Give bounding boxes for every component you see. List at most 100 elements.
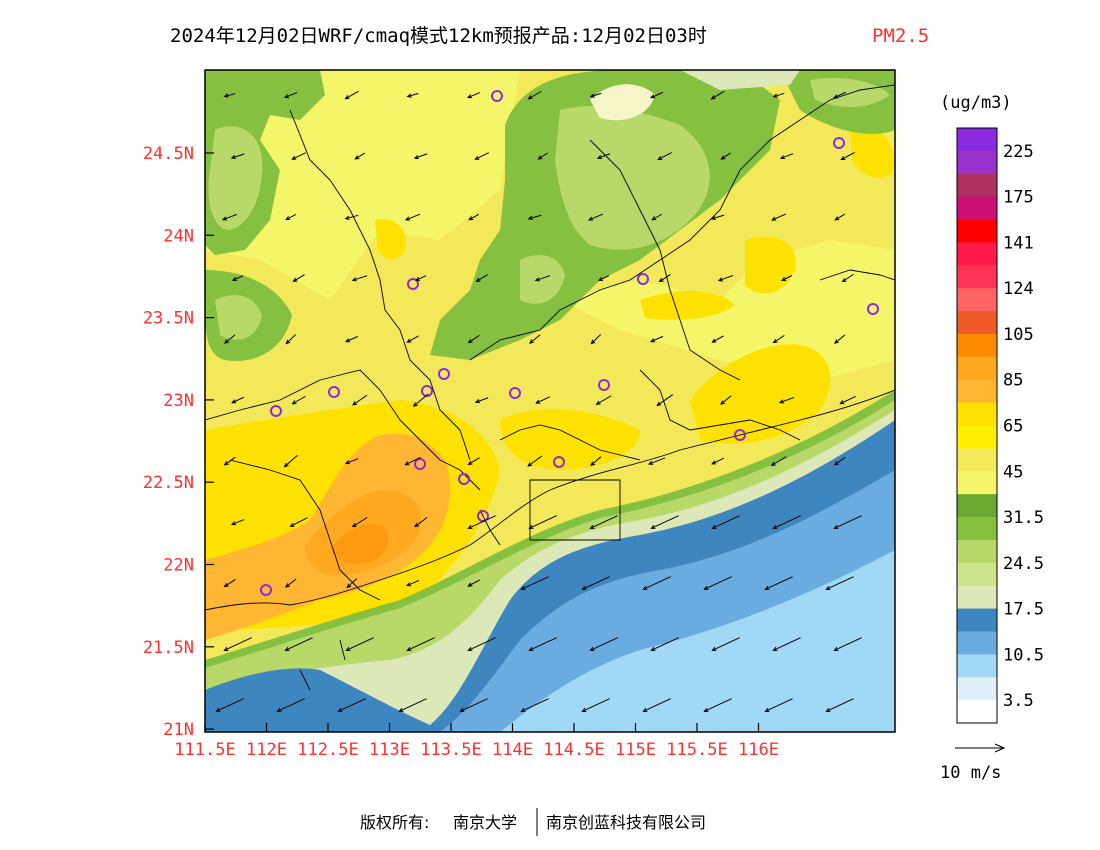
- station-marker: [421, 385, 433, 397]
- org-chuanglan: 南京创蓝科技有限公司: [546, 813, 706, 832]
- colorbar-label: 10.5: [1003, 645, 1044, 665]
- wind-arrow: [771, 213, 787, 221]
- y-tick-label: 24N: [163, 226, 194, 246]
- wind-arrow: [589, 515, 618, 529]
- colorbar-segment: [957, 471, 997, 495]
- wind-arrow: [589, 92, 602, 98]
- wind-arrow: [284, 637, 313, 651]
- wind-arrow: [772, 92, 785, 98]
- wind-vectors: [215, 90, 862, 712]
- wind-arrow: [398, 698, 427, 712]
- wind-arrow: [833, 515, 862, 529]
- wind-arrow: [527, 214, 542, 220]
- station-marker: [328, 386, 340, 398]
- wind-arrow: [283, 92, 298, 99]
- wind-arrow: [467, 515, 496, 529]
- colorbar-segment: [957, 196, 997, 221]
- wind-arrow: [414, 275, 427, 281]
- wind-arrow: [825, 576, 854, 590]
- wind-arrow: [717, 274, 734, 282]
- wind-arrow: [590, 334, 602, 345]
- wind-scale: 10 m/s: [940, 743, 1006, 783]
- wind-arrow: [779, 153, 794, 160]
- x-tick-label: 114.5E: [543, 740, 604, 760]
- wind-arrow: [834, 213, 845, 221]
- colorbar-segment: [957, 128, 997, 152]
- wind-arrow: [703, 576, 732, 590]
- wind-arrow: [224, 334, 236, 344]
- colorbar-segment: [957, 585, 997, 610]
- station-marker: [734, 429, 746, 441]
- wind-arrow: [720, 395, 732, 405]
- wind-arrow: [650, 91, 664, 99]
- colorbar-label: 124: [1003, 279, 1034, 299]
- x-tick-label: 115E: [615, 740, 656, 760]
- wind-arrow: [289, 517, 308, 527]
- wind-arrow: [344, 214, 359, 220]
- wind-arrow: [231, 275, 244, 281]
- colorbar-label: 3.5: [1003, 691, 1034, 711]
- wind-arrow: [406, 93, 419, 98]
- wind-arrow: [412, 393, 429, 407]
- wind-arrow: [535, 396, 551, 404]
- colorbar-segment: [957, 265, 997, 289]
- colorbar-label: 17.5: [1003, 600, 1044, 620]
- wind-arrow: [285, 334, 297, 345]
- wind-arrow: [354, 152, 365, 160]
- wind-arrow: [527, 455, 543, 467]
- colorbar-segment: [957, 631, 997, 655]
- wind-arrow: [772, 637, 801, 651]
- wind-arrow: [764, 698, 793, 712]
- wind-arrow: [590, 456, 602, 467]
- wind-arrow: [221, 213, 238, 221]
- wind-arrow: [285, 213, 297, 221]
- wind-arrow: [351, 517, 368, 528]
- copyright-label: 版权所有:: [360, 813, 429, 832]
- colorbar-segment: [957, 288, 997, 312]
- admin-borders: [205, 84, 895, 691]
- colorbar-segment: [957, 677, 997, 701]
- wind-arrow: [833, 91, 847, 99]
- wind-arrow: [230, 153, 245, 160]
- wind-arrow: [642, 698, 671, 712]
- wind-arrow: [588, 213, 604, 221]
- wind-arrow: [658, 274, 671, 283]
- wind-arrow: [468, 213, 480, 221]
- colorbar-segment: [957, 425, 997, 449]
- map-frame: [204, 69, 896, 733]
- wind-arrow: [529, 334, 541, 344]
- wind-arrow: [283, 455, 298, 468]
- colorbar-label: 24.5: [1003, 554, 1044, 574]
- station-marker: [414, 458, 426, 470]
- wind-arrow: [520, 576, 549, 590]
- colorbar: 225 175 141 124 105 85 65 45 31.5 24.5 17.5 10.5 3.5: [956, 127, 1044, 724]
- colorbar-label: 85: [1003, 371, 1023, 391]
- wind-arrow: [223, 637, 252, 651]
- wind-arrow: [770, 456, 787, 466]
- wind-arrow: [840, 152, 855, 161]
- station-marker: [598, 379, 610, 391]
- wind-arrow: [642, 576, 671, 590]
- wind-arrow: [781, 275, 793, 282]
- x-tick-label: 113.5E: [420, 740, 481, 760]
- wind-arrow: [839, 395, 856, 405]
- colorbar-segment: [957, 311, 997, 335]
- wind-arrow: [292, 274, 305, 282]
- x-tick-label: 112E: [246, 740, 287, 760]
- wind-arrow: [223, 456, 236, 466]
- figure-title: 2024年12月02日WRF/cmaq模式12km预报产品:12月02日03时: [170, 25, 707, 47]
- wind-arrow: [291, 395, 306, 405]
- x-axis: 111.5E 112E 112.5E 113E 113.5E 114E 114.5E 115E…: [174, 723, 779, 760]
- station-marker: [867, 303, 879, 315]
- colorbar-segment: [957, 494, 997, 518]
- wind-scale-label: 10 m/s: [940, 763, 1001, 783]
- wind-arrow: [710, 90, 725, 100]
- wind-arrow: [352, 394, 368, 406]
- colorbar-segment: [957, 448, 997, 472]
- wind-arrow: [223, 579, 236, 588]
- colorbar-segment: [957, 173, 997, 198]
- wind-arrow: [474, 397, 489, 404]
- station-markers: [260, 90, 879, 596]
- wind-arrow: [467, 579, 480, 587]
